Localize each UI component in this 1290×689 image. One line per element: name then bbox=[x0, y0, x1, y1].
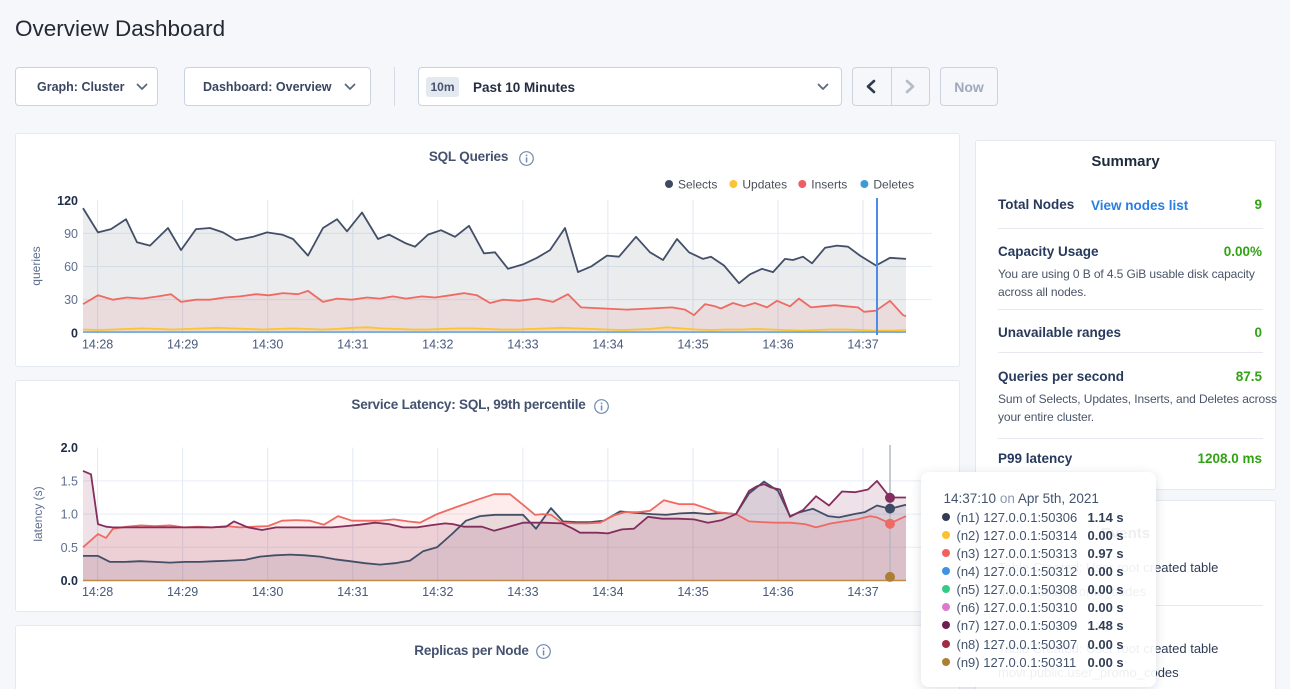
svg-text:14:31: 14:31 bbox=[337, 338, 368, 352]
svg-text:14:37: 14:37 bbox=[847, 585, 878, 599]
svg-text:1.5: 1.5 bbox=[61, 474, 78, 488]
svg-text:14:29: 14:29 bbox=[167, 338, 198, 352]
svg-text:14:29: 14:29 bbox=[167, 585, 198, 599]
svg-text:Inserts: Inserts bbox=[811, 178, 847, 192]
svg-text:14:35: 14:35 bbox=[677, 338, 708, 352]
svg-text:14:36: 14:36 bbox=[762, 338, 793, 352]
svg-text:14:28: 14:28 bbox=[82, 585, 113, 599]
svg-text:120: 120 bbox=[57, 194, 78, 208]
svg-text:0.5: 0.5 bbox=[61, 541, 78, 555]
svg-text:14:30: 14:30 bbox=[252, 585, 283, 599]
svg-text:Updates: Updates bbox=[742, 178, 787, 192]
svg-text:14:33: 14:33 bbox=[507, 585, 538, 599]
svg-text:90: 90 bbox=[64, 227, 78, 241]
svg-text:Deletes: Deletes bbox=[873, 178, 914, 192]
svg-text:latency (s): latency (s) bbox=[31, 486, 45, 541]
svg-text:1.0: 1.0 bbox=[61, 508, 78, 522]
svg-text:14:32: 14:32 bbox=[422, 585, 453, 599]
svg-text:14:30: 14:30 bbox=[252, 338, 283, 352]
svg-text:14:28: 14:28 bbox=[82, 338, 113, 352]
svg-text:14:33: 14:33 bbox=[507, 338, 538, 352]
svg-text:60: 60 bbox=[64, 260, 78, 274]
svg-text:30: 30 bbox=[64, 293, 78, 307]
svg-text:2.0: 2.0 bbox=[61, 441, 78, 455]
svg-text:14:35: 14:35 bbox=[677, 585, 708, 599]
svg-text:14:37: 14:37 bbox=[847, 338, 878, 352]
svg-text:Selects: Selects bbox=[678, 178, 717, 192]
svg-text:14:34: 14:34 bbox=[592, 585, 623, 599]
svg-text:0.0: 0.0 bbox=[61, 574, 78, 588]
svg-text:14:34: 14:34 bbox=[592, 338, 623, 352]
svg-text:14:31: 14:31 bbox=[337, 585, 368, 599]
svg-text:14:36: 14:36 bbox=[762, 585, 793, 599]
svg-text:0: 0 bbox=[71, 326, 78, 340]
svg-text:queries: queries bbox=[29, 246, 43, 285]
svg-text:14:32: 14:32 bbox=[422, 338, 453, 352]
